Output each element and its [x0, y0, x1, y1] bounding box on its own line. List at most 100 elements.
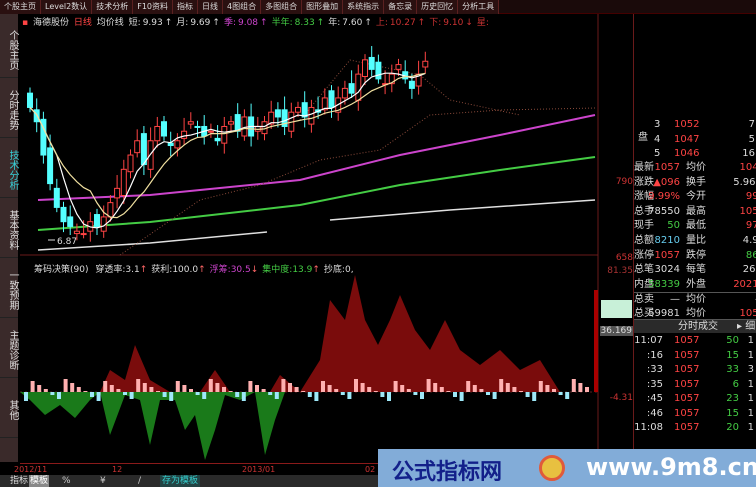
- trade-price: 1057: [674, 393, 700, 404]
- quote-row: 涨幅9.99% 今开 990: [634, 190, 756, 204]
- indicator-bar: [281, 379, 286, 392]
- indicator-bar: [301, 391, 306, 392]
- trade-time: 11:07: [634, 335, 663, 346]
- ma-legend: ▪ 海德股份 日线 均价线 短: 9.93 ↑ 月: 9.69 ↑ 季: 9.08 ↑ 半年: 8.…: [22, 15, 499, 28]
- trade-volume: 15: [726, 407, 739, 419]
- toolbar-item[interactable]: Level2数认: [41, 0, 93, 14]
- order-book-side-label: 盘: [638, 132, 648, 143]
- trade-price: 1057: [674, 407, 700, 419]
- indicator-bar: [202, 392, 207, 399]
- indicator-legend: 筹码决策(90) 穿透率:3.1↑ 获利:100.0↑ 浮筹:30.5↓ 集中度:13…: [34, 262, 354, 275]
- toolbar-item[interactable]: 历史回忆: [417, 0, 459, 14]
- side-tab[interactable]: 技术分析: [0, 138, 18, 198]
- ma-short-line: [29, 72, 426, 229]
- date-label: 2013/01: [242, 465, 276, 474]
- ma-legend-arrow: ↑: [260, 18, 268, 28]
- indicator-bar: [314, 392, 319, 401]
- trade-price: 1057: [674, 349, 700, 361]
- quote-label: 外盘: [686, 278, 706, 290]
- candle-body: [134, 140, 141, 154]
- trade-volume: 50: [726, 335, 739, 346]
- toolbar-item[interactable]: 分析工具: [458, 0, 500, 14]
- bottom-bar: 指标 模板 % ¥ / 存为模板: [0, 475, 378, 487]
- ma-half-line: [37, 156, 596, 231]
- indicator-bar: [182, 385, 187, 392]
- indicator-legend-value: 100.0: [172, 265, 199, 275]
- quote-value: 1057: [654, 162, 680, 173]
- side-tab[interactable]: 基本资料: [0, 198, 18, 258]
- percent-icon[interactable]: %: [62, 476, 71, 486]
- quote-value: 58339: [648, 278, 680, 290]
- ma-year-line-2: [329, 199, 596, 221]
- ma-legend-label: 半年:: [271, 18, 293, 28]
- side-tab[interactable]: 个股主页: [0, 18, 18, 78]
- top-toolbar: 个股主页 Level2数认 技术分析 F10资料 指标 日线 4图组合 多图组合 图形叠加 系统指…: [0, 0, 756, 14]
- trade-time: :33: [646, 364, 663, 375]
- candle-body: [94, 214, 100, 227]
- toolbar-item[interactable]: F10资料: [133, 0, 173, 14]
- indicator-bar: [142, 383, 147, 392]
- candle-body: [154, 125, 161, 142]
- ma-legend-label: 年:: [328, 18, 341, 28]
- trades-detail-button[interactable]: ▸ 细: [737, 321, 756, 332]
- candle-body: [114, 187, 121, 199]
- ma-legend-item: 星:: [477, 18, 495, 28]
- indicator-bar: [327, 385, 332, 392]
- quote-value: 78550: [648, 205, 680, 217]
- indicator-legend-label: 穿透率:: [95, 265, 126, 275]
- indicator-tab[interactable]: 指标: [10, 476, 29, 486]
- candle-body: [241, 116, 248, 137]
- toolbar-item[interactable]: 系统指示: [343, 0, 385, 14]
- candle-body: [73, 230, 80, 235]
- candle-body: [47, 147, 54, 185]
- side-tab[interactable]: 其他: [0, 378, 18, 438]
- yen-icon[interactable]: ¥: [100, 476, 106, 486]
- ma-legend-label: 短:: [128, 18, 141, 28]
- ma-legend-marker: ▪: [22, 18, 29, 28]
- ma-legend-value: 10.27: [389, 18, 416, 28]
- quote-value: 59981: [648, 308, 680, 319]
- candle-body: [274, 109, 281, 118]
- candle-body: [221, 125, 228, 144]
- quote-label: 换手: [686, 176, 706, 188]
- indicator-legend-value: 3.1: [125, 265, 140, 275]
- toolbar-item[interactable]: 个股主页: [0, 0, 41, 14]
- ma-year-line: [37, 231, 268, 251]
- indicator-bar: [466, 381, 471, 392]
- toolbar-item[interactable]: 图形叠加: [302, 0, 344, 14]
- quote-value: 3024: [654, 264, 680, 276]
- indicator-bar: [57, 392, 61, 399]
- save-template-button[interactable]: 存为模板: [160, 475, 201, 487]
- toolbar-item[interactable]: 日线: [198, 0, 223, 14]
- period-label[interactable]: 日线: [73, 18, 92, 28]
- template-tab[interactable]: 模板: [29, 475, 50, 487]
- volume: 5: [748, 133, 755, 145]
- ma-legend-value: 9.93: [142, 18, 163, 28]
- indicator-bar: [169, 392, 174, 401]
- side-tabs: 个股主页 分时走势 技术分析 基本资料 一致预期 主题诊断 其他: [0, 14, 18, 462]
- side-tab[interactable]: 一致预期: [0, 258, 18, 318]
- trades-header: 分时成交 ▸ 细: [634, 319, 756, 333]
- trade-volume: 20: [726, 422, 739, 433]
- toolbar-item[interactable]: 4图组合: [223, 0, 262, 14]
- toolbar-item[interactable]: 技术分析: [92, 0, 134, 14]
- side-tab[interactable]: 主题诊断: [0, 318, 18, 378]
- date-label: 2012/11: [14, 465, 48, 474]
- indicator-green-area: [20, 392, 285, 460]
- toolbar-item[interactable]: 备忘录: [384, 0, 418, 14]
- indicator-legend-item: 穿透率:3.1↑: [95, 265, 147, 275]
- ma-legend-arrow: ↓: [465, 18, 473, 28]
- toolbar-item[interactable]: 多图组合: [261, 0, 303, 14]
- side-tab[interactable]: 分时走势: [0, 78, 18, 138]
- ma-legend-value: 9.69: [190, 18, 211, 28]
- indicator-name[interactable]: 筹码决策(90): [34, 265, 89, 275]
- ma-legend-item: 上: 10.27 ↑: [376, 18, 427, 28]
- quote-label: 总笔: [634, 264, 654, 276]
- toolbar-item[interactable]: 指标: [173, 0, 198, 14]
- indicator-bar: [492, 392, 497, 399]
- candle-body: [53, 187, 60, 208]
- line-tool-icon[interactable]: /: [138, 476, 142, 486]
- indicator-bar: [505, 383, 510, 392]
- chart-area[interactable]: 6.87: [0, 0, 633, 463]
